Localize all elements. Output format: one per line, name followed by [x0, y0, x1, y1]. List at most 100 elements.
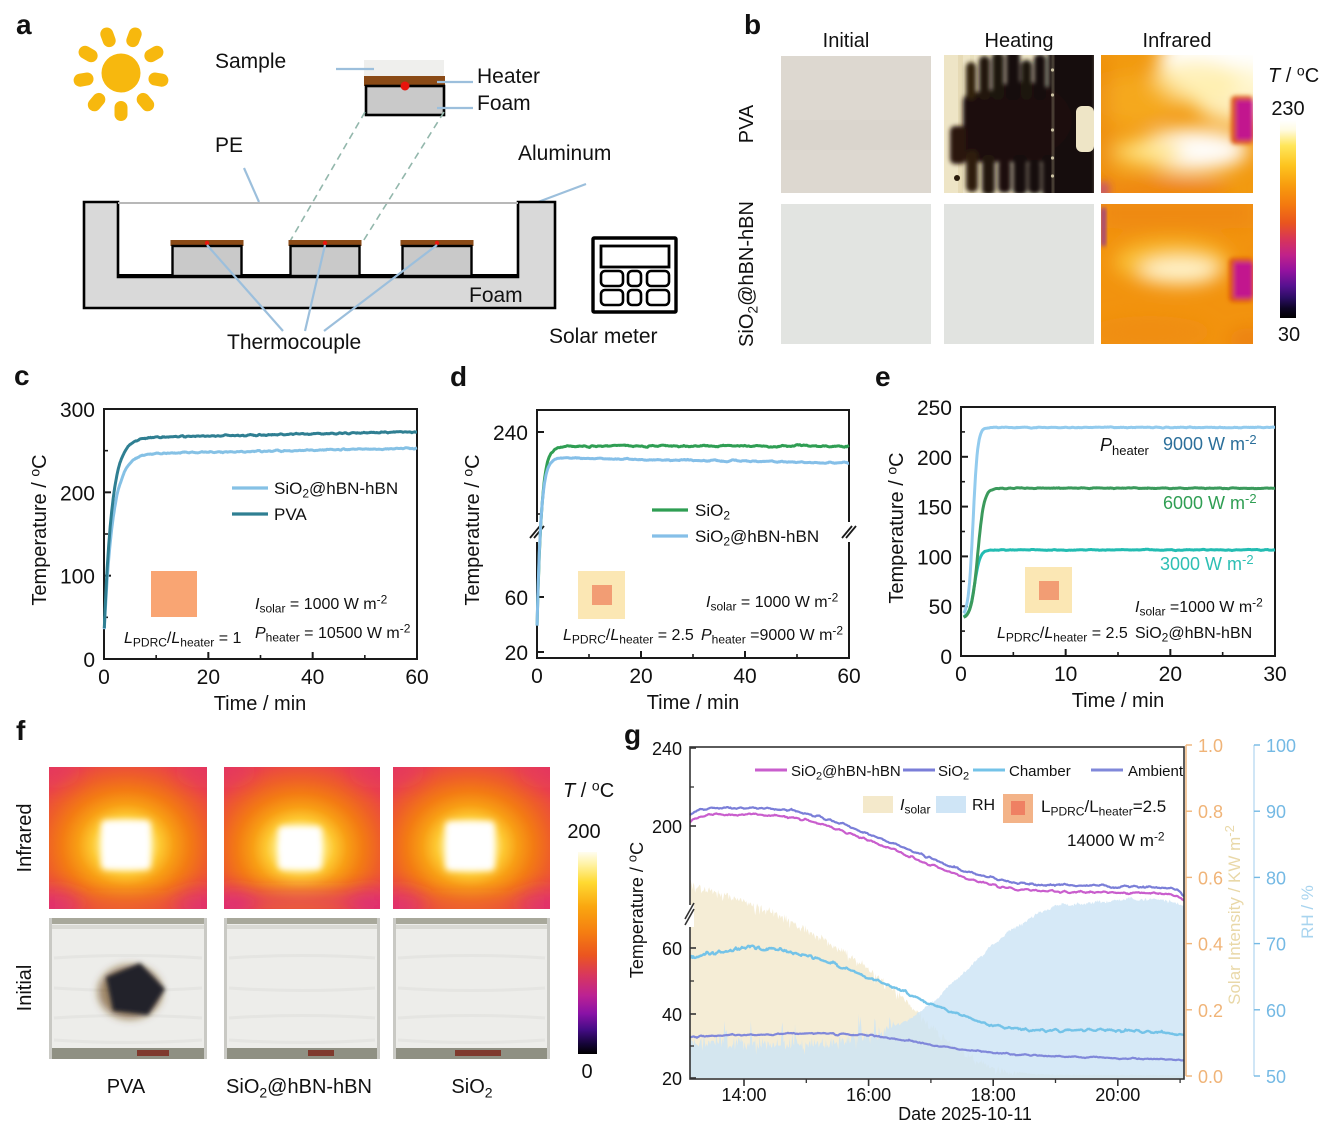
- svg-text:b: b: [744, 9, 761, 40]
- svg-text:PVA: PVA: [274, 505, 307, 524]
- svg-text:20: 20: [197, 666, 220, 689]
- svg-text:30: 30: [1263, 663, 1286, 686]
- svg-text:60: 60: [662, 939, 682, 959]
- svg-text:20: 20: [505, 642, 528, 665]
- svg-text:50: 50: [1266, 1067, 1286, 1087]
- svg-text:200: 200: [917, 447, 952, 470]
- svg-text:SiO2@hBN-hBN: SiO2@hBN-hBN: [226, 1076, 372, 1100]
- svg-text:Foam: Foam: [469, 284, 523, 307]
- svg-text:PE: PE: [215, 134, 243, 157]
- svg-text:LPDRC/Lheater = 2.5: LPDRC/Lheater = 2.5: [997, 625, 1128, 645]
- svg-text:Heater: Heater: [477, 65, 540, 88]
- svg-text:Sample: Sample: [215, 50, 286, 73]
- svg-text:Temperature / oC: Temperature / oC: [459, 454, 484, 605]
- svg-text:Initial: Initial: [14, 965, 36, 1012]
- svg-text:14000 W m-2: 14000 W m-2: [1067, 829, 1165, 850]
- svg-text:100: 100: [1266, 736, 1296, 756]
- svg-text:240: 240: [652, 739, 682, 759]
- svg-text:e: e: [875, 361, 891, 392]
- svg-text:SiO2: SiO2: [451, 1076, 492, 1100]
- svg-text:100: 100: [917, 546, 952, 569]
- svg-text:g: g: [624, 719, 641, 750]
- svg-text:Solar meter: Solar meter: [549, 325, 658, 348]
- svg-text:SiO2@hBN-hBN: SiO2@hBN-hBN: [695, 527, 819, 549]
- svg-text:200: 200: [60, 482, 95, 505]
- svg-text:Foam: Foam: [477, 92, 531, 115]
- svg-text:0: 0: [581, 1061, 592, 1083]
- svg-text:230: 230: [1271, 98, 1304, 120]
- svg-text:SiO2: SiO2: [695, 501, 730, 523]
- svg-text:LPDRC/Lheater=2.5: LPDRC/Lheater=2.5: [1041, 797, 1166, 819]
- svg-text:300: 300: [60, 399, 95, 422]
- svg-text:a: a: [16, 9, 32, 40]
- svg-text:0: 0: [940, 646, 952, 669]
- svg-text:PVA: PVA: [736, 104, 758, 143]
- svg-text:Chamber: Chamber: [1009, 763, 1071, 780]
- svg-text:40: 40: [301, 666, 324, 689]
- svg-text:40: 40: [733, 665, 756, 688]
- svg-text:9000 W m-2: 9000 W m-2: [1163, 432, 1257, 454]
- svg-text:RH / %: RH / %: [1298, 885, 1317, 939]
- svg-text:6000 W m-2: 6000 W m-2: [1163, 491, 1257, 513]
- svg-text:60: 60: [405, 666, 428, 689]
- svg-text:250: 250: [917, 397, 952, 420]
- svg-text:SiO2@hBN-hBN: SiO2@hBN-hBN: [736, 201, 760, 347]
- svg-text:60: 60: [505, 587, 528, 610]
- svg-text:Time / min: Time / min: [1072, 690, 1165, 712]
- svg-text:200: 200: [652, 817, 682, 837]
- svg-text:80: 80: [1266, 868, 1286, 888]
- svg-text:SiO2@hBN-hBN: SiO2@hBN-hBN: [791, 763, 901, 782]
- svg-text:Isolar = 1000 W m-2: Isolar = 1000 W m-2: [706, 591, 839, 614]
- svg-text:200: 200: [567, 821, 600, 843]
- svg-text:20: 20: [629, 665, 652, 688]
- svg-text:30: 30: [1278, 324, 1300, 346]
- svg-text:0.6: 0.6: [1198, 868, 1223, 888]
- svg-text:Isolar = 1000 W m-2: Isolar = 1000 W m-2: [255, 593, 388, 616]
- svg-text:18:00: 18:00: [971, 1085, 1016, 1105]
- svg-text:0: 0: [83, 649, 95, 672]
- svg-text:Heating: Heating: [985, 30, 1054, 52]
- svg-text:Ambient: Ambient: [1128, 763, 1184, 780]
- svg-text:0: 0: [955, 663, 967, 686]
- svg-text:Infrared: Infrared: [1143, 30, 1212, 52]
- svg-text:LPDRC/Lheater = 2.5: LPDRC/Lheater = 2.5: [563, 627, 694, 647]
- svg-text:60: 60: [1266, 1001, 1286, 1021]
- svg-text:f: f: [16, 715, 26, 746]
- svg-text:RH: RH: [972, 797, 995, 814]
- svg-text:LPDRC/Lheater = 1: LPDRC/Lheater = 1: [124, 630, 242, 650]
- svg-text:T / oC: T / oC: [563, 777, 614, 802]
- svg-text:Infrared: Infrared: [14, 804, 36, 873]
- svg-text:Thermocouple: Thermocouple: [227, 331, 361, 354]
- svg-text:Time / min: Time / min: [647, 692, 740, 714]
- svg-text:Pheater = 10500 W m-2: Pheater = 10500 W m-2: [255, 622, 411, 645]
- svg-text:T / oC: T / oC: [1268, 62, 1319, 87]
- svg-text:150: 150: [917, 497, 952, 520]
- svg-text:d: d: [450, 361, 467, 392]
- svg-text:70: 70: [1266, 935, 1286, 955]
- svg-text:Temperature / oC: Temperature / oC: [624, 842, 647, 978]
- svg-text:90: 90: [1266, 802, 1286, 822]
- svg-text:c: c: [14, 360, 30, 391]
- svg-text:0: 0: [531, 665, 543, 688]
- svg-text:Date 2025-10-11: Date 2025-10-11: [898, 1104, 1032, 1124]
- svg-text:100: 100: [60, 566, 95, 589]
- svg-text:0.2: 0.2: [1198, 1001, 1223, 1021]
- svg-text:Initial: Initial: [823, 30, 870, 52]
- svg-text:16:00: 16:00: [846, 1085, 891, 1105]
- svg-text:Aluminum: Aluminum: [518, 142, 611, 165]
- svg-text:SiO2: SiO2: [938, 763, 969, 782]
- svg-text:Time / min: Time / min: [214, 693, 307, 715]
- svg-text:Isolar =1000 W m-2: Isolar =1000 W m-2: [1135, 596, 1263, 619]
- svg-text:0: 0: [98, 666, 110, 689]
- svg-text:20:00: 20:00: [1095, 1085, 1140, 1105]
- svg-text:50: 50: [929, 596, 952, 619]
- svg-text:14:00: 14:00: [721, 1085, 766, 1105]
- svg-text:1.0: 1.0: [1198, 736, 1223, 756]
- svg-text:Temperature / oC: Temperature / oC: [883, 452, 908, 603]
- svg-text:3000 W m-2: 3000 W m-2: [1160, 552, 1254, 574]
- svg-text:Pheater =9000 W m-2: Pheater =9000 W m-2: [701, 624, 843, 647]
- svg-text:Temperature / oC: Temperature / oC: [26, 454, 51, 605]
- svg-text:240: 240: [493, 422, 528, 445]
- svg-text:Isolar: Isolar: [900, 797, 930, 817]
- svg-text:0.0: 0.0: [1198, 1067, 1223, 1087]
